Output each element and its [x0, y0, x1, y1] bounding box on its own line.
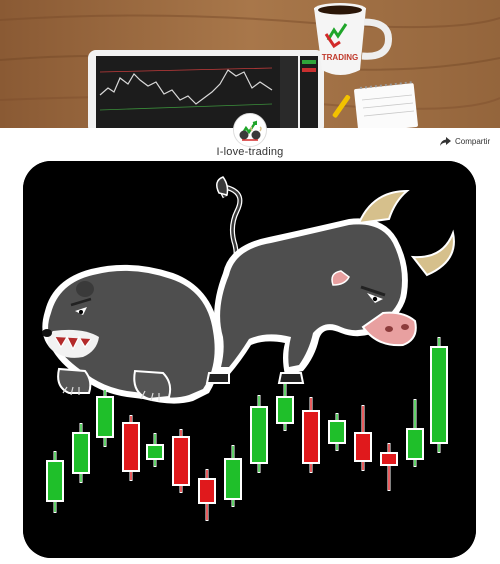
- shop-avatar[interactable]: [233, 113, 267, 147]
- candlestick-6: [172, 429, 190, 493]
- share-icon: [440, 136, 451, 146]
- shop-banner: TRADING: [0, 0, 500, 128]
- candlestick-chart-artwork: [46, 337, 448, 521]
- notepad-image: [332, 81, 418, 128]
- mug-image: TRADING: [314, 3, 392, 75]
- candlestick-2: [72, 423, 90, 483]
- candlestick-15: [406, 399, 424, 467]
- bear-illustration: [42, 264, 221, 404]
- candlestick-1: [46, 451, 64, 513]
- candlestick-4: [122, 415, 140, 481]
- candlestick-7: [198, 469, 216, 521]
- candlestick-12: [328, 413, 346, 451]
- candlestick-5: [146, 433, 164, 467]
- candlestick-10: [276, 383, 294, 431]
- tablet-image: [88, 50, 324, 128]
- candlestick-11: [302, 397, 320, 473]
- shop-name[interactable]: I-love-trading: [216, 146, 284, 158]
- share-label: Compartir: [455, 136, 491, 146]
- mug-text: TRADING: [322, 53, 358, 62]
- bull-bear-logo-icon: [234, 114, 266, 146]
- candlestick-3: [96, 389, 114, 447]
- candlestick-14: [380, 443, 398, 491]
- banner-photo: TRADING: [0, 0, 500, 128]
- product-image: [23, 161, 476, 558]
- candlestick-9: [250, 395, 268, 473]
- bull-bear-candlestick-artwork: [23, 161, 476, 558]
- bull-illustration: [205, 176, 455, 384]
- share-button[interactable]: Compartir: [440, 133, 490, 149]
- candlestick-8: [224, 445, 242, 507]
- candlestick-13: [354, 405, 372, 471]
- candlestick-16: [430, 337, 448, 453]
